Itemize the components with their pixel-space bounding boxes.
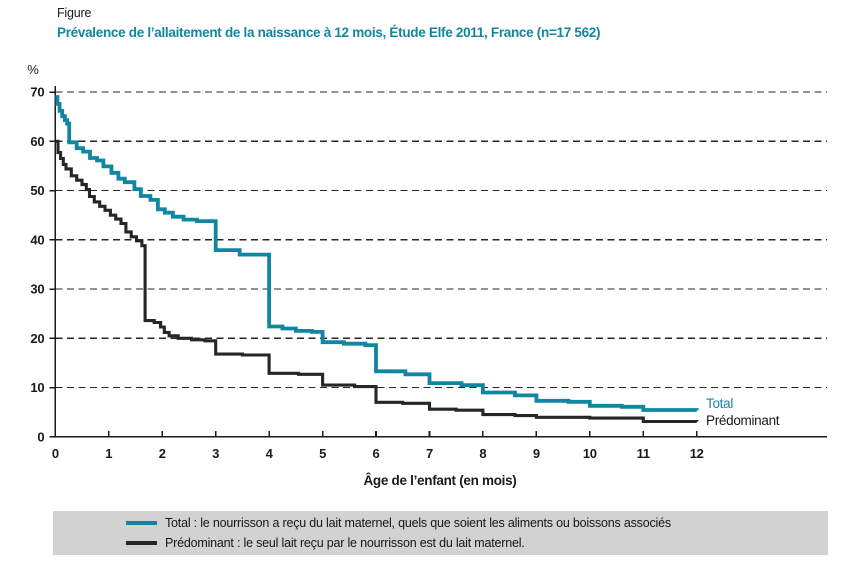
- x-tick-label: 8: [479, 446, 486, 461]
- x-tick-label: 1: [105, 446, 112, 461]
- x-tick-label: 2: [159, 446, 166, 461]
- series-end-label-predominant: Prédominant: [706, 413, 780, 428]
- x-tick-label: 3: [212, 446, 219, 461]
- x-tick-label: 5: [319, 446, 326, 461]
- legend-label-total: Total : le nourrisson a reçu du lait mat…: [165, 516, 671, 530]
- x-tick-label: 0: [52, 446, 59, 461]
- y-tick-label: 20: [30, 331, 44, 346]
- y-tick-label: 50: [30, 183, 44, 198]
- y-tick-label: 60: [30, 134, 44, 149]
- x-tick-label: 7: [426, 446, 433, 461]
- legend-line-total-icon: [126, 521, 157, 525]
- series-path-total: [55, 95, 699, 412]
- y-tick-label: 30: [30, 282, 44, 297]
- series-path-prédominant: [55, 139, 699, 424]
- y-tick-label: 70: [30, 85, 44, 100]
- legend-line-predominant-icon: [126, 541, 157, 545]
- legend-item-predominant: Prédominant : le seul lait reçu par le n…: [126, 535, 828, 552]
- series-end-label-total: Total: [706, 396, 734, 411]
- y-tick-label: 0: [37, 429, 44, 444]
- legend-box: Total : le nourrisson a reçu du lait mat…: [53, 511, 828, 555]
- x-tick-label: 6: [373, 446, 380, 461]
- x-tick-label: 4: [266, 446, 274, 461]
- figure-label: Figure: [57, 6, 92, 20]
- x-axis-title: Âge de l’enfant (en mois): [363, 473, 517, 488]
- legend-label-predominant: Prédominant : le seul lait reçu par le n…: [165, 536, 525, 550]
- y-tick-label: 40: [30, 232, 44, 247]
- y-axis-unit-label: %: [27, 62, 39, 77]
- x-tick-label: 9: [533, 446, 540, 461]
- chart-title: Prévalence de l’allaitement de la naissa…: [57, 25, 601, 40]
- x-tick-label: 12: [690, 446, 704, 461]
- x-tick-label: 10: [583, 446, 597, 461]
- y-tick-label: 10: [30, 380, 44, 395]
- x-tick-label: 11: [637, 446, 650, 461]
- legend-item-total: Total : le nourrisson a reçu du lait mat…: [126, 515, 828, 532]
